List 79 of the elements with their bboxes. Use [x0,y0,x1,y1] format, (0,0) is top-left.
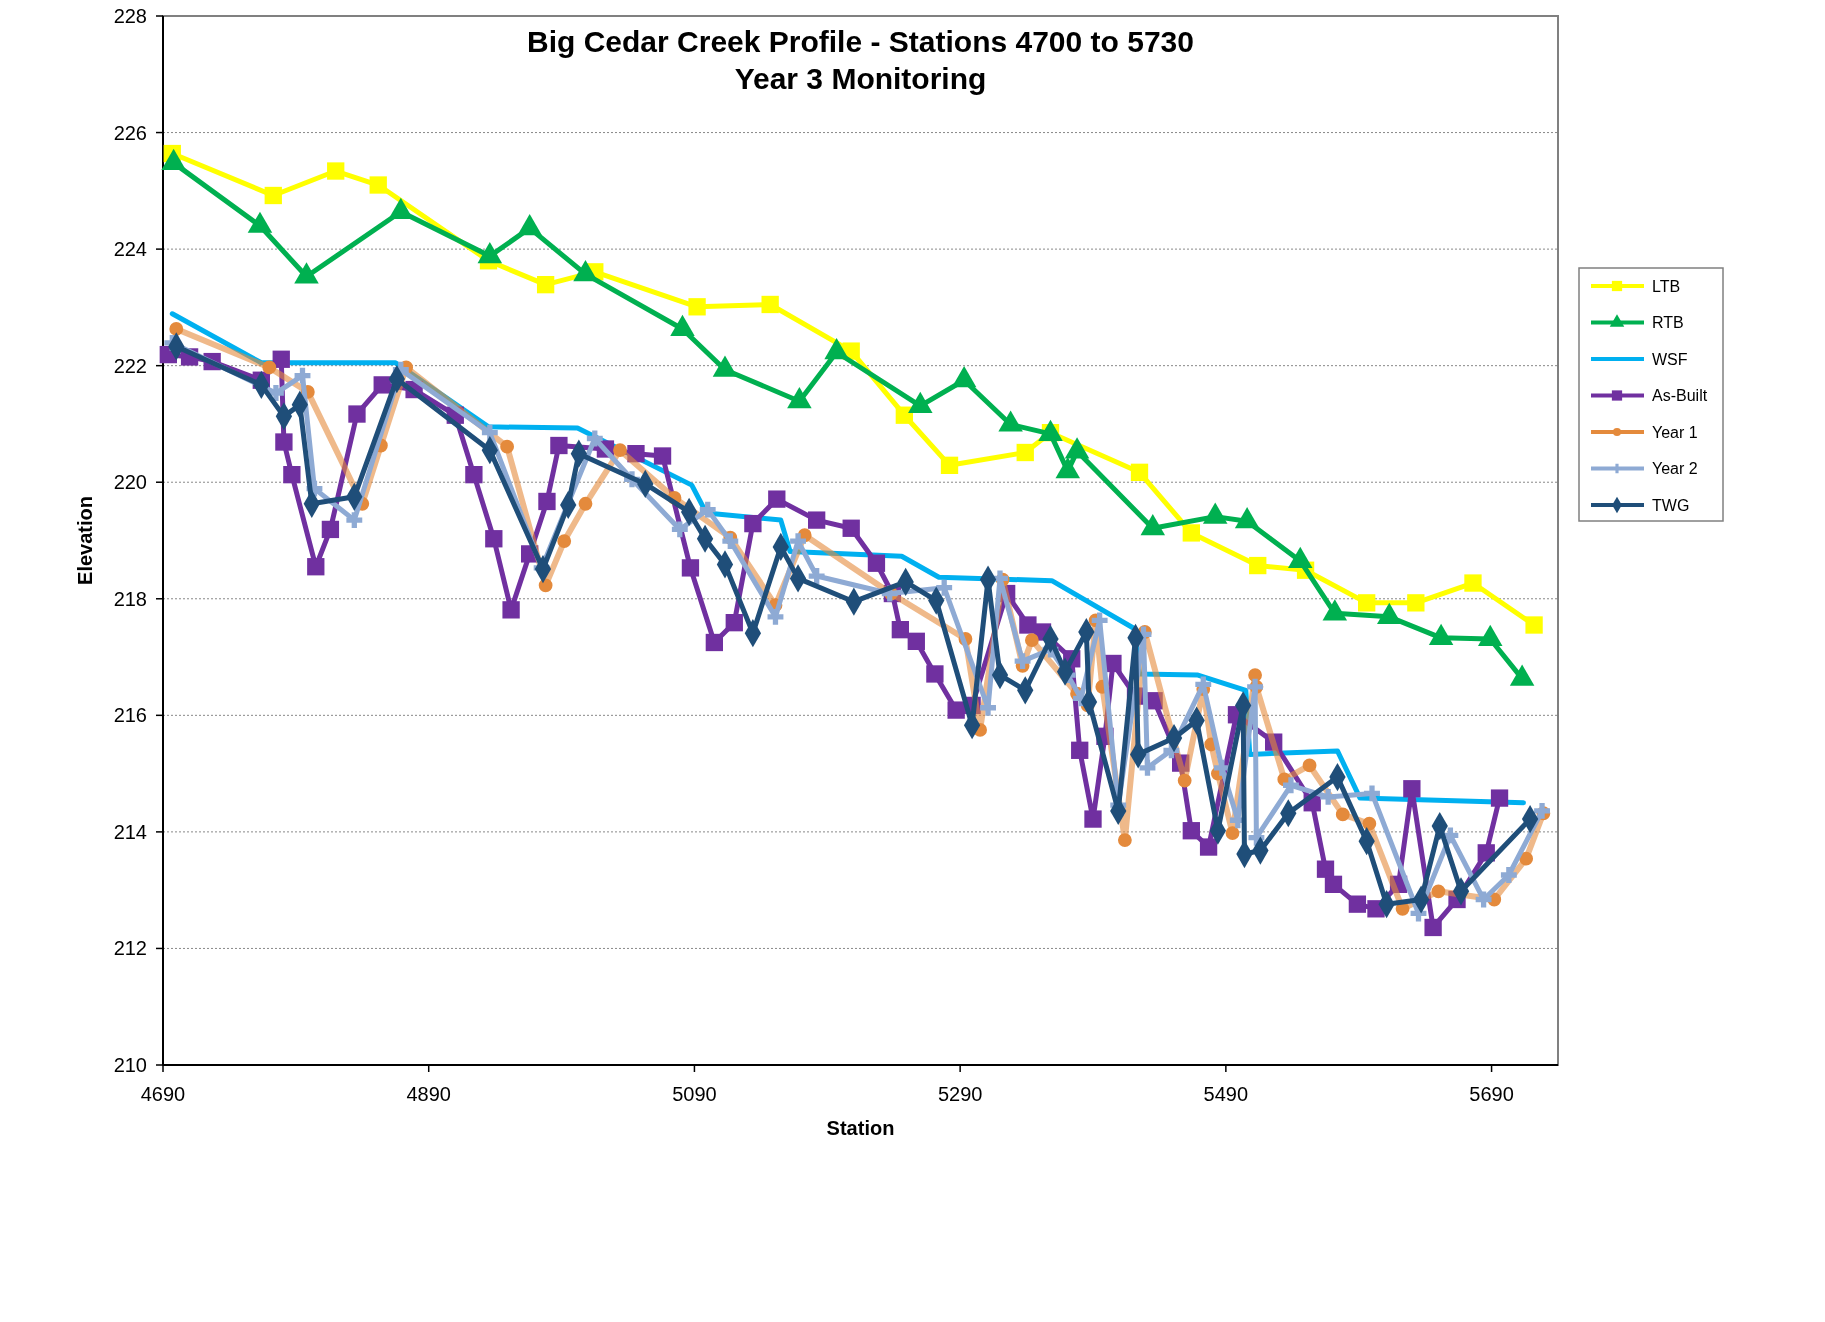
point [1407,594,1425,612]
y-tick-label: 224 [113,238,147,261]
point [586,430,603,447]
point [699,501,716,518]
y-tick-label: 210 [113,1054,147,1076]
point [1500,867,1517,883]
point [1016,443,1034,462]
point [1024,633,1039,648]
y-tick-label: 216 [113,704,147,727]
y-tick-label: 218 [113,587,147,610]
legend-label: WSF [1652,350,1688,368]
point [722,533,739,550]
point [327,162,345,180]
point [808,568,825,584]
point [613,443,627,458]
point [761,295,779,314]
x-tick-label: 5290 [937,1083,983,1105]
point [369,176,387,194]
point [1177,773,1192,788]
legend-label: TWG [1652,496,1690,514]
y-tick-label: 222 [113,354,147,377]
point [790,533,806,550]
point [1213,759,1230,776]
point [1464,574,1482,592]
point [1431,884,1446,899]
point [936,579,953,596]
point [1139,759,1156,776]
point [1195,676,1212,693]
y-tick-label: 220 [113,471,147,494]
y-axis-title: Elevation [74,496,96,585]
x-tick-label: 4690 [140,1083,186,1105]
point [1283,777,1299,794]
point [1117,833,1132,847]
legend-label: Year 2 [1652,460,1698,478]
point [169,322,184,336]
x-tick-label: 5690 [1469,1083,1514,1105]
point [578,496,593,511]
y-tick-label: 212 [113,937,147,960]
point [294,367,311,384]
point [671,521,688,538]
point [346,512,363,529]
y-tick-label: 214 [113,820,147,843]
y-tick-label: 226 [113,121,147,144]
x-tick-label: 5490 [1203,1083,1249,1105]
x-axis-title: Station [826,1117,895,1139]
point [557,534,572,548]
point [1320,788,1337,805]
point [264,186,282,205]
point [1091,612,1108,629]
point [1302,758,1317,773]
legend-label: Year 1 [1652,423,1698,441]
text: Big Cedar Creek Profile - Stations 4700 to 5730 Year 3 Monitoring [527,25,1194,95]
legend-label: LTB [1652,277,1681,295]
point [1358,594,1376,612]
point [1130,463,1149,481]
point [500,439,515,454]
point [538,578,553,593]
point [940,456,959,474]
point [688,298,706,316]
point [1525,616,1543,634]
point [767,608,784,625]
point [1335,807,1350,822]
y-tick-label: 228 [113,5,147,27]
point [1225,826,1240,840]
point [1364,785,1380,802]
point [262,360,277,375]
x-tick-label: 5090 [672,1083,717,1105]
x-tick-label: 4890 [406,1083,451,1105]
point [1475,891,1492,908]
point [895,406,913,424]
point [1519,851,1534,866]
legend-label: As-Built [1652,387,1708,405]
point [1362,816,1377,831]
point [1534,802,1550,819]
point [536,276,555,294]
point [1249,556,1267,575]
legend-label: RTB [1652,314,1684,332]
point [1014,653,1031,670]
point [1182,524,1200,542]
